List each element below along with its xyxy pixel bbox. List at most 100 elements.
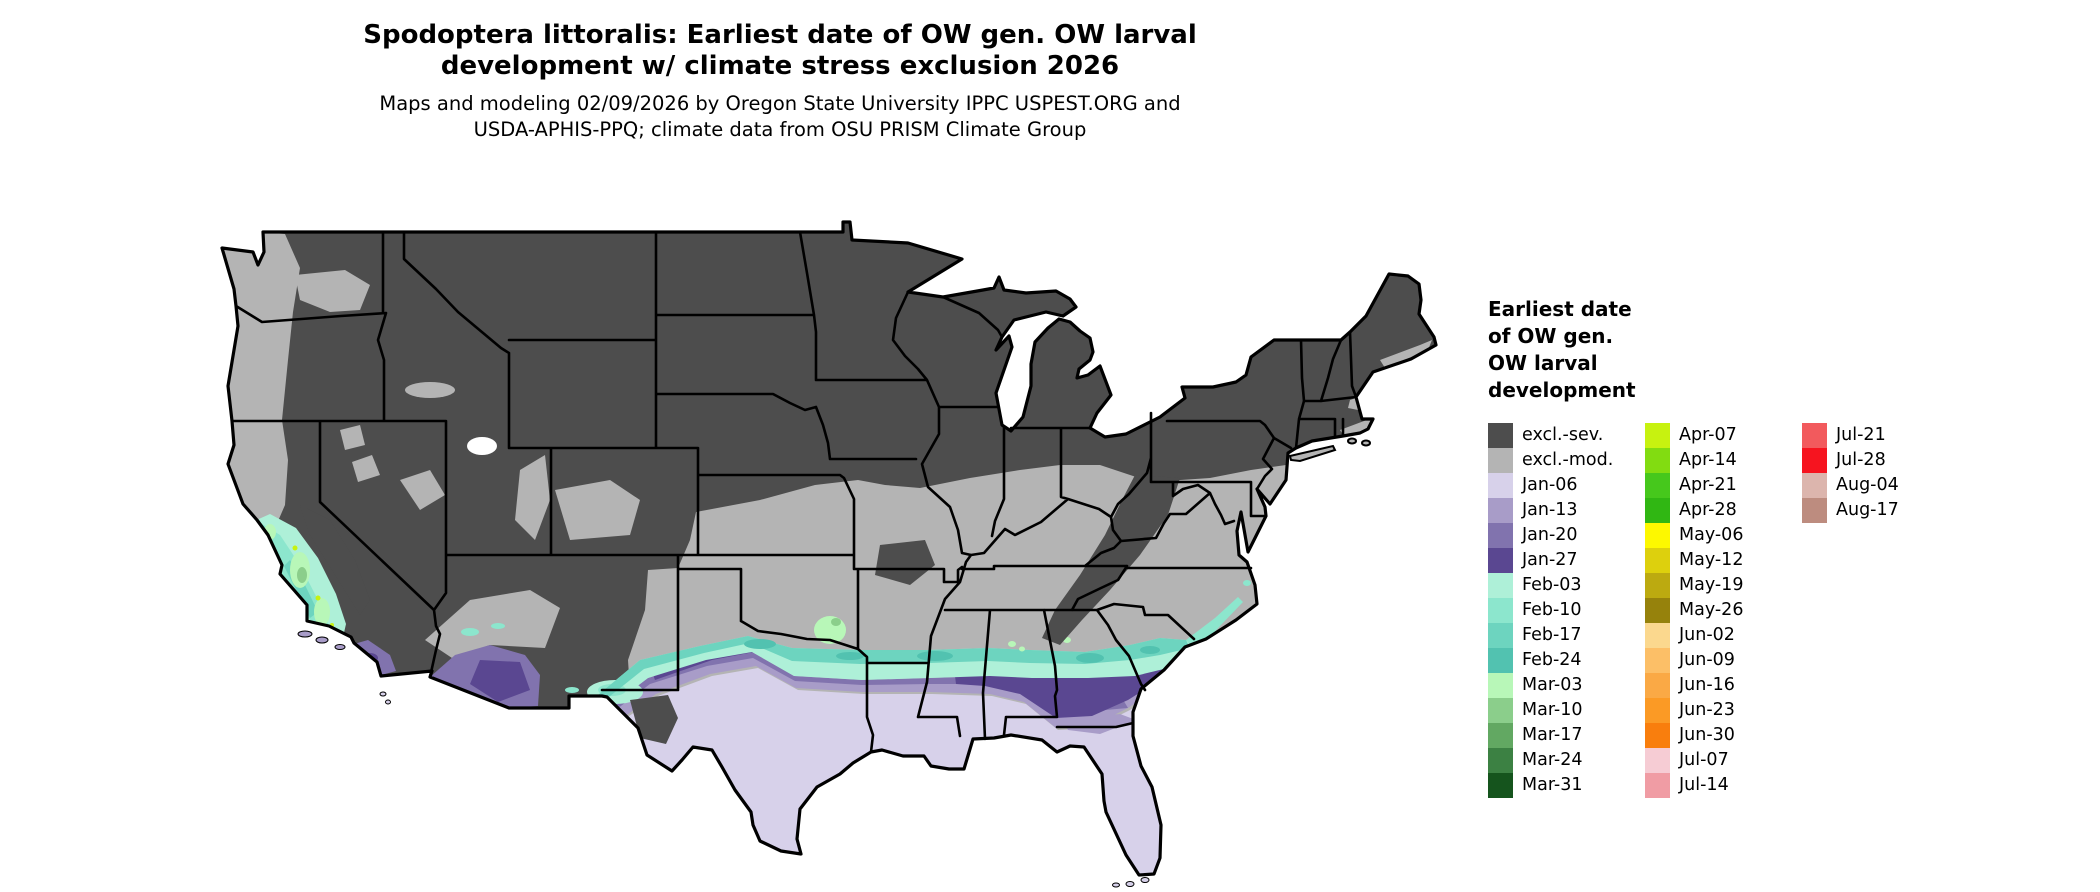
legend-swatch	[1645, 473, 1670, 498]
state-borders	[230, 230, 1358, 754]
legend-item: Apr-28	[1645, 498, 1802, 523]
legend-item: Jan-20	[1488, 523, 1645, 548]
legend-swatch	[1802, 498, 1827, 523]
legend-swatch	[1488, 748, 1513, 773]
legend-swatch	[1645, 498, 1670, 523]
legend-item: Jun-16	[1645, 673, 1802, 698]
legend-title-line1: Earliest date	[1488, 297, 1632, 321]
legend-label: excl.-sev.	[1522, 425, 1604, 445]
legend-label: Jul-07	[1679, 750, 1729, 770]
legend-label: Apr-21	[1679, 475, 1737, 495]
long-island	[1288, 437, 1371, 463]
legend-column: Jul-21 Jul-28 Aug-04 Aug-17	[1802, 423, 1959, 798]
legend-label: Mar-31	[1522, 775, 1583, 795]
legend-item: excl.-mod.	[1488, 448, 1645, 473]
great-salt-lake	[467, 437, 497, 455]
figure-subtitle: Maps and modeling 02/09/2026 by Oregon S…	[0, 91, 1560, 143]
legend-item: May-26	[1645, 598, 1802, 623]
figure-title: Spodoptera littoralis: Earliest date of …	[0, 20, 1560, 82]
legend-label: Apr-28	[1679, 500, 1737, 520]
legend-swatch	[1488, 773, 1513, 798]
legend-item: Jul-28	[1802, 448, 1959, 473]
legend-item: Jan-13	[1488, 498, 1645, 523]
legend-item: Feb-17	[1488, 623, 1645, 648]
legend-swatch	[1488, 423, 1513, 448]
legend-label: Mar-24	[1522, 750, 1583, 770]
legend-swatch	[1488, 573, 1513, 598]
legend-label: May-19	[1679, 575, 1744, 595]
legend-label: Feb-24	[1522, 650, 1582, 670]
legend-item: Jul-07	[1645, 748, 1802, 773]
legend-label: Feb-17	[1522, 625, 1582, 645]
legend-label: Mar-10	[1522, 700, 1583, 720]
legend-label: Jul-28	[1836, 450, 1886, 470]
map-region-jan06-zone	[595, 668, 1300, 875]
legend-label: Jan-27	[1522, 550, 1578, 570]
legend-item: Mar-10	[1488, 698, 1645, 723]
legend-item: excl.-sev.	[1488, 423, 1645, 448]
legend-title: Earliest date of OW gen. OW larval devel…	[1488, 296, 1959, 404]
legend-label: Feb-10	[1522, 600, 1582, 620]
legend-item: Aug-04	[1802, 473, 1959, 498]
legend-item: Apr-07	[1645, 423, 1802, 448]
legend-label: excl.-mod.	[1522, 450, 1614, 470]
legend-swatch	[1488, 698, 1513, 723]
legend-column: Apr-07 Apr-14 Apr-21 Apr-28 May-06 May-12 May-…	[1645, 423, 1802, 798]
legend-label: Feb-03	[1522, 575, 1582, 595]
legend-swatch	[1488, 523, 1513, 548]
figure-title-line2: development w/ climate stress exclusion …	[440, 51, 1120, 81]
legend-swatch	[1488, 598, 1513, 623]
legend-swatch	[1488, 623, 1513, 648]
legend-column: excl.-sev. excl.-mod. Jan-06 Jan-13 Jan-20 Ja…	[1488, 423, 1645, 798]
figure-title-line1: Spodoptera littoralis: Earliest date of …	[363, 20, 1197, 50]
legend-item: Apr-21	[1645, 473, 1802, 498]
legend-columns: excl.-sev. excl.-mod. Jan-06 Jan-13 Jan-20 Ja…	[1488, 423, 1959, 798]
legend-title-line2: of OW gen.	[1488, 324, 1614, 348]
legend-item: Jul-21	[1802, 423, 1959, 448]
legend-label: Jun-16	[1679, 675, 1735, 695]
legend-swatch	[1488, 673, 1513, 698]
legend-swatch	[1645, 723, 1670, 748]
channel-islands	[297, 630, 346, 650]
legend-item: May-06	[1645, 523, 1802, 548]
legend-item: Mar-03	[1488, 673, 1645, 698]
legend-label: Aug-17	[1836, 500, 1899, 520]
legend-label: Mar-03	[1522, 675, 1583, 695]
florida-keys	[379, 691, 1150, 888]
legend-swatch	[1488, 498, 1513, 523]
map-fill-layers	[222, 222, 1436, 875]
legend-swatch	[1645, 623, 1670, 648]
legend-item: Apr-14	[1645, 448, 1802, 473]
legend-label: Aug-04	[1836, 475, 1899, 495]
legend-swatch	[1488, 648, 1513, 673]
legend-label: Jun-23	[1679, 700, 1735, 720]
legend-label: May-12	[1679, 550, 1744, 570]
legend-swatch	[1488, 548, 1513, 573]
legend-label: May-26	[1679, 600, 1744, 620]
legend-label: Jan-13	[1522, 500, 1578, 520]
legend-label: Mar-17	[1522, 725, 1583, 745]
legend-swatch	[1645, 523, 1670, 548]
figure-subtitle-line1: Maps and modeling 02/09/2026 by Oregon S…	[379, 92, 1181, 115]
legend-item: Jun-30	[1645, 723, 1802, 748]
legend-swatch	[1802, 448, 1827, 473]
legend-swatch	[1645, 548, 1670, 573]
legend-item: Feb-24	[1488, 648, 1645, 673]
legend-label: May-06	[1679, 525, 1744, 545]
legend-swatch	[1645, 673, 1670, 698]
legend-item: Jul-14	[1645, 773, 1802, 798]
legend-item: Mar-31	[1488, 773, 1645, 798]
legend-item: May-19	[1645, 573, 1802, 598]
legend-label: Jan-20	[1522, 525, 1578, 545]
legend-item: Feb-10	[1488, 598, 1645, 623]
legend-item: Jun-23	[1645, 698, 1802, 723]
legend-item: Mar-17	[1488, 723, 1645, 748]
legend-swatch	[1645, 648, 1670, 673]
legend-item: Jan-06	[1488, 473, 1645, 498]
legend-label: Jun-02	[1679, 625, 1735, 645]
map-legend: Earliest date of OW gen. OW larval devel…	[1488, 296, 1959, 798]
legend-swatch	[1645, 423, 1670, 448]
conus-coastline	[220, 220, 1438, 877]
legend-label: Jan-06	[1522, 475, 1578, 495]
